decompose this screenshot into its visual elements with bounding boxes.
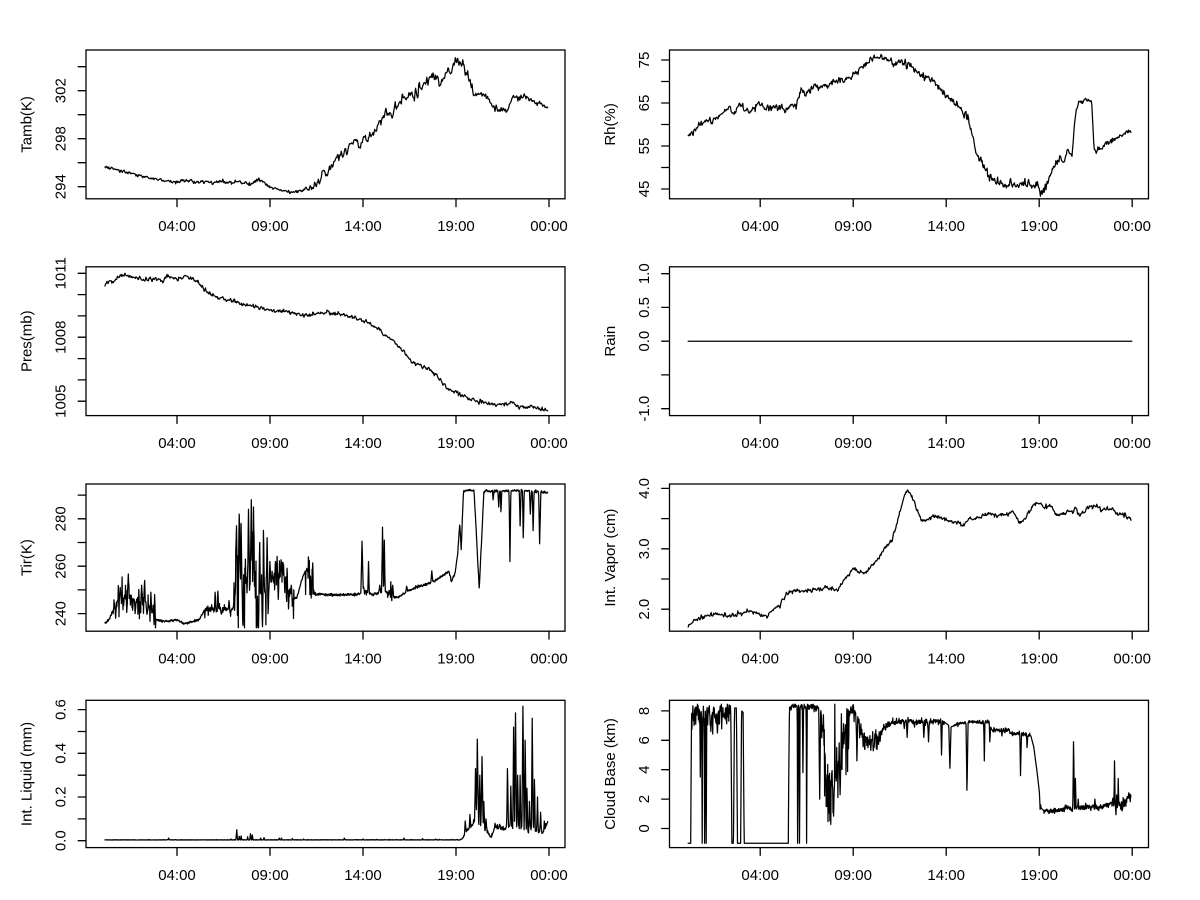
svg-text:Int. Liquid (mm): Int. Liquid (mm) [19,722,36,826]
svg-text:14:00: 14:00 [927,218,965,235]
svg-text:0.5: 0.5 [636,297,653,318]
svg-text:14:00: 14:00 [344,651,382,668]
svg-text:09:00: 09:00 [251,867,289,884]
svg-text:19:00: 19:00 [437,651,475,668]
svg-text:04:00: 04:00 [158,867,196,884]
svg-text:Tir(K): Tir(K) [19,539,36,576]
svg-text:3.0: 3.0 [636,538,653,559]
svg-text:1011: 1011 [52,257,69,289]
svg-text:280: 280 [52,506,69,531]
svg-text:302: 302 [52,78,69,103]
svg-text:298: 298 [52,126,69,151]
svg-text:4: 4 [636,766,653,774]
svg-text:2.0: 2.0 [636,599,653,620]
svg-text:75: 75 [636,52,653,69]
svg-text:260: 260 [52,554,69,579]
svg-text:19:00: 19:00 [1020,218,1058,235]
svg-text:04:00: 04:00 [741,435,779,452]
svg-text:19:00: 19:00 [437,867,475,884]
svg-text:00:00: 00:00 [1113,867,1151,884]
svg-text:09:00: 09:00 [834,867,872,884]
svg-text:Pres(mb): Pres(mb) [19,310,36,372]
svg-text:14:00: 14:00 [927,651,965,668]
svg-text:Rain: Rain [602,326,619,357]
svg-text:19:00: 19:00 [437,218,475,235]
svg-text:14:00: 14:00 [927,435,965,452]
svg-text:19:00: 19:00 [1020,651,1058,668]
svg-text:04:00: 04:00 [158,218,196,235]
svg-text:55: 55 [636,138,653,155]
svg-text:00:00: 00:00 [530,218,568,235]
svg-text:04:00: 04:00 [741,651,779,668]
svg-text:09:00: 09:00 [251,218,289,235]
svg-text:0.4: 0.4 [52,743,69,764]
svg-text:00:00: 00:00 [530,435,568,452]
svg-text:2: 2 [636,795,653,803]
svg-text:Tamb(K): Tamb(K) [19,96,36,153]
svg-text:14:00: 14:00 [344,435,382,452]
svg-text:-1.0: -1.0 [636,396,653,422]
svg-text:Cloud Base (km): Cloud Base (km) [602,718,619,830]
svg-text:45: 45 [636,181,653,198]
svg-text:Int. Vapor (cm): Int. Vapor (cm) [602,509,619,607]
svg-text:0.0: 0.0 [52,830,69,851]
svg-text:0: 0 [636,824,653,832]
svg-text:09:00: 09:00 [834,218,872,235]
svg-text:Rh(%): Rh(%) [602,103,619,146]
svg-text:0.6: 0.6 [52,699,69,720]
svg-text:4.0: 4.0 [636,478,653,499]
svg-text:19:00: 19:00 [1020,867,1058,884]
svg-text:19:00: 19:00 [1020,435,1058,452]
svg-text:65: 65 [636,95,653,112]
svg-text:1005: 1005 [52,385,69,418]
svg-text:240: 240 [52,601,69,626]
svg-text:294: 294 [52,174,69,199]
svg-text:19:00: 19:00 [437,435,475,452]
svg-text:04:00: 04:00 [158,651,196,668]
svg-text:00:00: 00:00 [1113,651,1151,668]
svg-text:14:00: 14:00 [344,218,382,235]
svg-text:1008: 1008 [52,321,69,354]
svg-text:8: 8 [636,707,653,715]
svg-text:09:00: 09:00 [834,651,872,668]
svg-text:00:00: 00:00 [530,651,568,668]
svg-text:14:00: 14:00 [344,867,382,884]
svg-text:04:00: 04:00 [741,218,779,235]
svg-text:04:00: 04:00 [741,867,779,884]
svg-text:09:00: 09:00 [834,435,872,452]
svg-text:09:00: 09:00 [251,651,289,668]
svg-text:04:00: 04:00 [158,435,196,452]
svg-text:14:00: 14:00 [927,867,965,884]
svg-text:00:00: 00:00 [1113,218,1151,235]
svg-text:6: 6 [636,736,653,744]
svg-text:00:00: 00:00 [530,867,568,884]
svg-text:0.0: 0.0 [636,331,653,352]
svg-text:0.2: 0.2 [52,787,69,808]
svg-text:1.0: 1.0 [636,263,653,284]
svg-text:09:00: 09:00 [251,435,289,452]
svg-text:00:00: 00:00 [1113,435,1151,452]
